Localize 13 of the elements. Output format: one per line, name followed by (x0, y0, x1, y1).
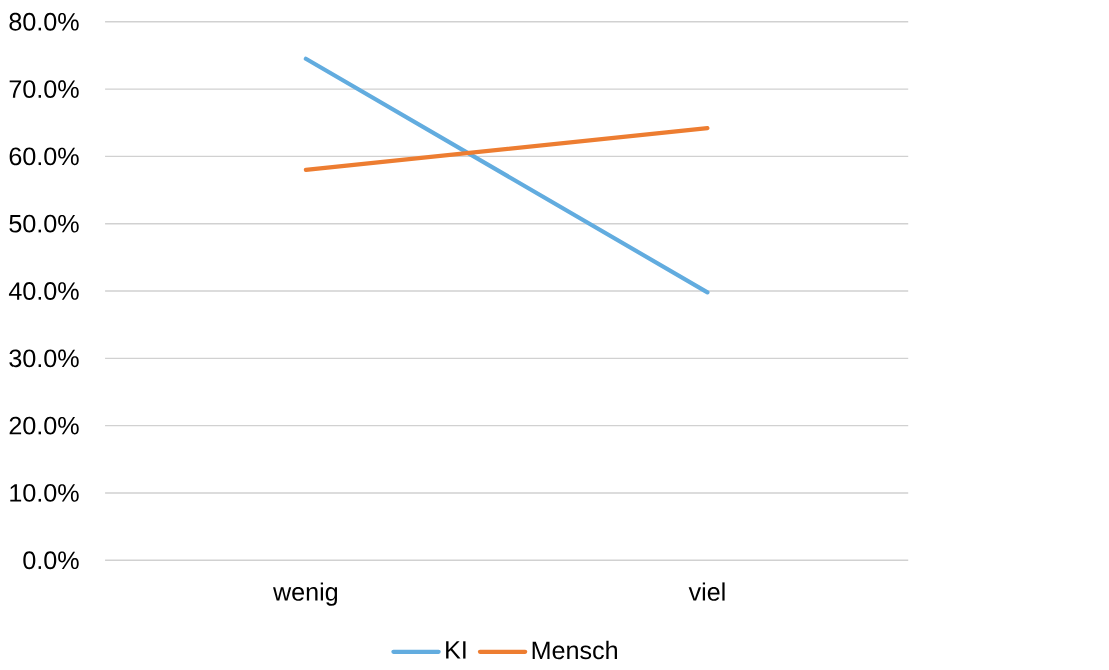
y-tick-label: 0.0% (23, 551, 79, 570)
x-tick-label: wenig (273, 582, 338, 607)
x-tick-label: viel (688, 582, 725, 602)
y-tick-label: 40.0% (8, 282, 79, 301)
y-tick-label: 70.0% (9, 80, 79, 99)
legend-label: Mensch (532, 641, 617, 660)
y-tick-label: 30.0% (9, 349, 79, 368)
y-tick-label: 60.0% (9, 147, 79, 166)
y-tick-label: 50.0% (9, 215, 79, 233)
y-tick-label: 80.0% (9, 13, 79, 31)
y-tick-label: 20.0% (9, 417, 79, 435)
y-tick-label: 10.0% (10, 484, 79, 503)
legend-label: KI (446, 641, 466, 659)
